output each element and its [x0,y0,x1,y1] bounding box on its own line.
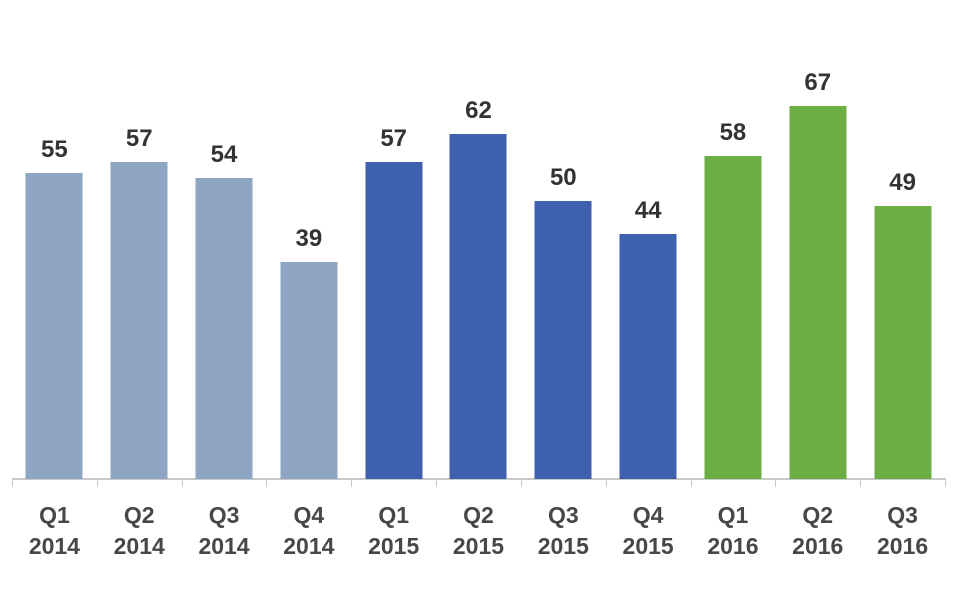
x-axis-label-year: 2016 [876,533,929,559]
bar-value-label: 50 [549,164,577,191]
x-axis-label-quarter: Q4 [293,502,325,528]
bar-group: 55 [12,0,97,479]
x-axis-tick [521,480,522,487]
bar [874,206,932,479]
x-axis-tick [266,480,267,487]
x-axis-label-quarter: Q3 [208,502,240,528]
bar [110,162,168,479]
bar-value-label: 39 [295,225,323,252]
x-axis-label: Q1 2016 [691,500,776,562]
bar-group: 54 [182,0,267,479]
bar-value-label: 58 [719,119,747,146]
x-axis-label-year: 2015 [368,533,420,559]
bar [534,201,592,479]
bar-group: 39 [266,0,351,479]
bar-value-label: 54 [210,141,238,168]
bar [25,173,83,479]
bar [449,134,507,479]
x-axis-label: Q2 2016 [775,500,860,562]
bar-group: 58 [691,0,776,479]
bar-group: 67 [775,0,860,479]
x-axis-label-quarter: Q4 [632,502,664,528]
x-axis-label-quarter: Q2 [463,502,494,528]
x-axis-label-quarter: Q1 [39,502,70,528]
x-axis-label: Q3 2016 [860,500,945,562]
bar [704,156,762,479]
x-axis-label: Q2 2014 [97,500,182,562]
x-axis-label-quarter: Q3 [547,502,579,528]
x-axis-label-year: 2014 [198,533,250,559]
x-axis-tick [691,480,692,487]
bar-value-label: 67 [804,69,832,96]
x-axis-label-year: 2015 [452,533,505,559]
x-axis-label-quarter: Q2 [123,502,155,528]
bar-group: 57 [97,0,182,479]
x-axis-label-year: 2015 [537,533,589,559]
bar-group: 62 [436,0,521,479]
bar-value-label: 49 [889,169,916,196]
x-axis-label-quarter: Q3 [887,502,918,528]
bar [789,106,847,479]
x-axis-label-year: 2014 [113,533,165,559]
x-axis-line [12,478,946,480]
x-axis-label-quarter: Q1 [378,502,410,528]
x-axis-label: Q4 2014 [266,500,351,562]
x-axis-label-quarter: Q1 [717,502,749,528]
bar-group: 57 [351,0,436,479]
x-axis-tick [351,480,352,487]
bar-value-label: 44 [634,197,662,224]
x-axis-tick [775,480,776,487]
x-axis-tick [182,480,183,487]
x-axis-label-year: 2016 [707,533,759,559]
x-axis-tick [97,480,98,487]
x-axis-tick [945,480,946,487]
x-axis-tick [436,480,437,487]
bar-group: 44 [606,0,691,479]
bar-value-label: 62 [465,97,492,124]
bar [365,162,423,479]
bar [280,262,338,479]
x-axis-tick [860,480,861,487]
x-axis-label: Q4 2015 [606,500,691,562]
bar-value-label: 57 [125,125,153,152]
x-axis-tick [606,480,607,487]
x-axis-label-quarter: Q2 [802,502,834,528]
x-axis-label-year: 2014 [28,533,80,559]
x-axis-label-year: 2015 [622,533,674,559]
x-axis-tick [12,480,13,487]
bar [619,234,677,479]
bar-group: 49 [860,0,945,479]
bar-value-label: 55 [41,136,68,163]
bar-group: 50 [521,0,606,479]
x-axis-label: Q1 2014 [12,500,97,562]
x-axis-label-year: 2016 [792,533,844,559]
x-axis-label-year: 2014 [283,533,335,559]
bar [195,178,253,479]
x-axis-label: Q3 2014 [182,500,267,562]
x-axis-label: Q2 2015 [436,500,521,562]
bar-value-label: 57 [380,125,408,152]
x-axis-label: Q1 2015 [351,500,436,562]
x-axis-label: Q3 2015 [521,500,606,562]
